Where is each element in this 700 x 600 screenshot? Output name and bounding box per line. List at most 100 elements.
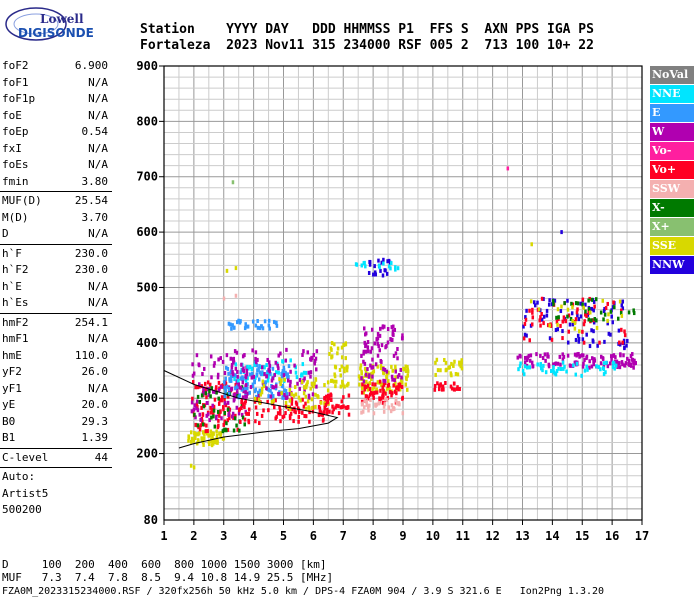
- echo-point: [220, 398, 223, 403]
- echo-point: [568, 322, 572, 327]
- echo-point: [263, 383, 267, 388]
- y-tick-label: 80: [144, 513, 158, 527]
- x-tick-label: 10: [426, 529, 440, 543]
- echo-point: [330, 398, 333, 403]
- echo-point: [234, 413, 237, 418]
- echo-point: [241, 354, 245, 359]
- echo-point: [539, 323, 542, 328]
- echo-point: [360, 386, 364, 391]
- echo-point: [223, 401, 227, 406]
- echo-point: [609, 332, 612, 337]
- echo-point: [378, 379, 382, 384]
- echo-point: [313, 381, 316, 386]
- echo-point: [377, 401, 381, 406]
- echo-point: [230, 362, 234, 367]
- echo-point: [323, 406, 327, 411]
- echo-point: [294, 410, 297, 415]
- echo-point: [401, 336, 404, 341]
- echo-point: [208, 418, 211, 423]
- echo-point: [242, 376, 245, 381]
- echo-point: [260, 386, 264, 391]
- x-tick-label: 7: [340, 529, 347, 543]
- echo-point: [204, 391, 208, 396]
- echo-point: [386, 395, 390, 400]
- echo-point: [264, 380, 268, 385]
- param-row: B1 1.39: [0, 430, 112, 447]
- echo-point: [309, 374, 312, 379]
- echo-point: [365, 402, 369, 407]
- param-label: B1: [2, 431, 16, 444]
- echo-point: [366, 383, 370, 388]
- echo-point: [581, 364, 585, 369]
- echo-point: [552, 362, 555, 367]
- echo-point: [550, 337, 554, 342]
- echo-point: [627, 310, 631, 315]
- echo-point: [298, 377, 302, 382]
- echo-point: [244, 383, 248, 388]
- echo-point: [562, 354, 566, 359]
- echo-point: [282, 365, 286, 370]
- param-value: 110.0: [74, 348, 108, 362]
- echo-point: [574, 317, 578, 322]
- echo-point: [522, 372, 526, 377]
- echo-point: [199, 417, 202, 422]
- echo-point: [444, 360, 448, 365]
- echo-point: [617, 316, 620, 321]
- y-tick-label: 300: [136, 391, 158, 405]
- echo-point: [334, 379, 338, 384]
- echo-point: [368, 403, 371, 408]
- echo-point: [542, 314, 546, 319]
- echo-point: [206, 431, 209, 436]
- param-label: h`F2: [2, 263, 29, 276]
- param-note: 500200: [2, 503, 42, 516]
- digisonde-logo: Lowell DIGISONDE: [4, 4, 124, 44]
- echo-point: [248, 372, 252, 377]
- echo-point: [217, 357, 220, 362]
- echo-point: [200, 384, 204, 389]
- echo-point: [233, 397, 236, 402]
- echo-point: [360, 410, 363, 415]
- echo-point: [438, 383, 441, 388]
- echo-point: [234, 366, 238, 371]
- echo-point: [390, 391, 394, 396]
- echo-point: [277, 391, 280, 396]
- echo-point: [233, 349, 237, 354]
- echo-point: [593, 304, 596, 309]
- echo-point: [226, 394, 230, 399]
- echo-point: [611, 365, 615, 370]
- echo-point: [265, 363, 268, 368]
- echo-point: [387, 379, 390, 384]
- echo-point: [522, 336, 526, 341]
- echo-point: [619, 353, 622, 358]
- echo-point: [215, 385, 218, 390]
- echo-point: [374, 382, 377, 387]
- echo-point: [241, 402, 245, 407]
- echo-point: [191, 373, 195, 378]
- legend-item: Vo-: [650, 142, 694, 160]
- echo-point: [537, 307, 541, 312]
- echo-point: [386, 327, 390, 332]
- echo-point: [300, 380, 304, 385]
- echo-point: [198, 382, 201, 387]
- echo-point: [561, 329, 564, 334]
- echo-point: [453, 359, 456, 364]
- echo-point: [368, 386, 372, 391]
- echo-point: [192, 465, 196, 470]
- echo-point: [242, 389, 245, 394]
- echo-point: [376, 364, 379, 369]
- echo-point: [382, 404, 386, 409]
- echo-point: [278, 411, 282, 416]
- echo-point: [406, 369, 410, 374]
- echo-point: [587, 307, 591, 312]
- echo-point: [271, 394, 275, 399]
- echo-point: [363, 405, 366, 410]
- echo-point: [309, 386, 312, 391]
- echo-point: [390, 325, 394, 330]
- param-label: h`F: [2, 246, 22, 260]
- echo-point: [523, 355, 527, 360]
- echo-point: [620, 308, 623, 313]
- echo-point: [195, 402, 199, 407]
- echo-point: [620, 327, 623, 332]
- echo-point: [399, 377, 403, 382]
- echo-point: [219, 356, 223, 361]
